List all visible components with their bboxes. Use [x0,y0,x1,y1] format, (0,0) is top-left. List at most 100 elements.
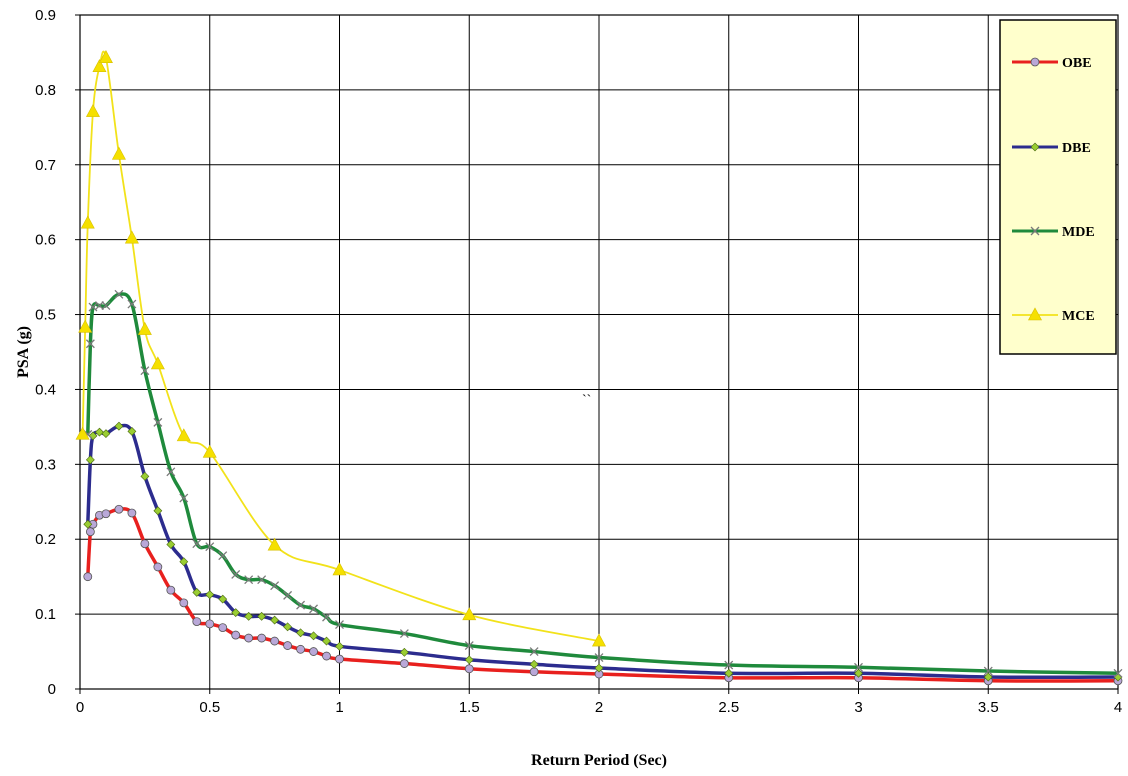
data-point-obe [166,585,176,595]
x-tick-label: 0 [76,699,84,716]
series-line-obe [86,507,1119,683]
data-point-mde [192,539,202,549]
y-tick-label: 0.4 [35,381,56,398]
legend-box [999,19,1117,355]
legend-label-dbe: DBE [1062,141,1091,156]
legend-marker-mde [1030,226,1040,236]
legend-label-obe: OBE [1062,56,1092,71]
data-point-obe [114,504,124,514]
data-point-mce [85,103,100,117]
data-point-dbe [983,672,993,682]
data-point-dbe [231,608,241,618]
data-point-dbe [309,631,318,641]
legend-item-obe: OBE [1012,56,1092,71]
data-point-mce [124,230,139,244]
data-point-dbe [244,611,254,621]
x-axis-title: Return Period (Sec) [531,752,667,769]
data-point-obe [309,647,318,656]
data-point-mde [464,641,474,651]
series-mce [75,50,607,647]
x-axis-ticks: 0 0.5 1 1.5 2 2.5 3 3.5 4 [76,689,1122,716]
data-point-mde [399,629,409,639]
data-point-mde [983,666,993,676]
x-tick-label: 3.5 [978,699,999,716]
data-point-obe [335,654,344,664]
data-point-mde [283,590,293,600]
data-point-dbe [270,615,280,625]
data-point-obe [101,509,111,519]
data-point-dbe [854,668,863,678]
data-point-dbe [153,506,163,516]
data-point-obe [464,664,474,674]
data-point-obe [127,508,137,518]
y-tick-label: 0.7 [35,157,56,174]
legend-label-mde: MDE [1062,225,1095,240]
data-point-dbe [114,421,124,431]
data-point-mde [296,600,306,610]
data-point-mde [218,551,228,561]
y-tick-label: 0.1 [35,606,56,623]
data-point-dbe [83,519,93,529]
legend: OBE DBE MDE MCE [999,19,1117,355]
x-tick-label: 4 [1114,699,1122,716]
data-point-obe [153,562,163,572]
data-point-mde [335,620,344,630]
data-point-dbe [127,426,137,436]
x-tick-label: 3 [854,699,862,716]
data-point-mde [594,653,604,663]
legend-marker-mce [1027,307,1043,321]
data-point-obe [322,651,331,661]
data-point-mde [205,542,215,552]
data-point-dbe [322,636,331,646]
x-tick-label: 1 [335,699,343,716]
data-point-mde [854,662,863,672]
y-tick-label: 0.6 [35,232,56,249]
data-point-mce [150,356,165,370]
x-tick-label: 0.5 [199,699,220,716]
y-tick-label: 0.2 [35,531,56,548]
legend-marker-dbe [1030,142,1040,152]
series-mde [83,289,1123,678]
grid-lines [80,15,1118,689]
y-tick-label: 0.9 [35,7,56,24]
data-point-mde [231,569,241,579]
y-tick-label: 0.3 [35,456,56,473]
data-point-mde [309,604,319,614]
data-point-mce [267,537,282,551]
series-line-dbe [86,423,1119,680]
data-point-mde [270,581,280,591]
data-point-obe [192,617,202,626]
data-point-mce [78,319,93,333]
data-point-mce [111,146,126,160]
data-point-obe [270,636,280,646]
data-point-dbe [205,590,215,600]
data-point-obe [399,659,409,668]
data-point-mde [140,366,150,376]
data-point-mde [114,289,124,299]
data-point-dbe [179,557,189,567]
data-point-mce [202,444,217,458]
data-point-mde [153,417,163,427]
legend-label-mce: MCE [1062,309,1095,324]
data-point-dbe [296,628,305,638]
data-point-dbe [399,647,409,657]
series-dbe [83,421,1123,682]
data-point-dbe [101,429,111,439]
x-tick-label: 1.5 [459,699,480,716]
x-tick-label: 2 [595,699,603,716]
series-obe [83,504,1123,686]
data-point-dbe [218,594,228,604]
data-point-mde [95,301,104,311]
y-axis-title: PSA (g) [15,326,32,378]
data-point-dbe [192,587,202,597]
data-point-mde [1113,668,1123,678]
data-point-obe [257,633,267,643]
x-tick-label: 2.5 [718,699,739,716]
data-point-mce [75,426,90,440]
data-point-mde [257,575,267,585]
data-point-mde [166,467,176,477]
series-layer [75,50,1123,686]
data-point-mde [529,647,539,657]
data-point-mce [137,321,152,335]
data-point-obe [244,633,254,643]
